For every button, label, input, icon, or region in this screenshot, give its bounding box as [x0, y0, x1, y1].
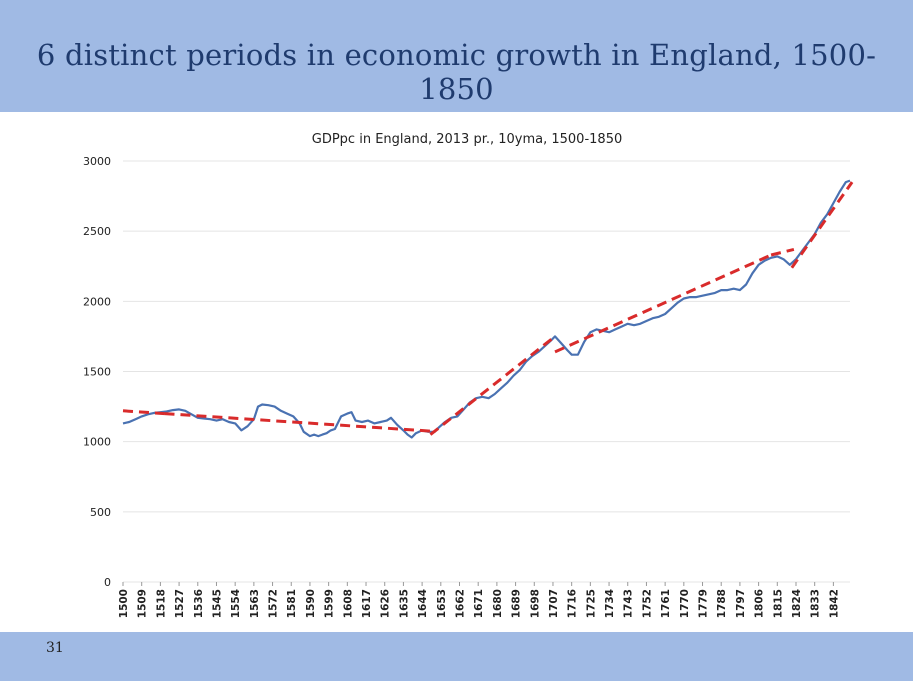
x-tick-label: 1527	[174, 589, 186, 618]
x-tick-label: 1581	[286, 589, 298, 618]
trend-segment-line	[790, 181, 854, 269]
y-tick-label: 3000	[83, 155, 111, 168]
x-tick-label: 1635	[398, 589, 410, 618]
gdp-line-chart: GDPpc in England, 2013 pr., 10yma, 1500-…	[83, 132, 854, 618]
x-tick-label: 1599	[324, 589, 336, 618]
footer-band	[0, 632, 913, 681]
x-tick-label: 1770	[679, 589, 691, 618]
x-tick-label: 1824	[791, 589, 803, 618]
chart-title: GDPpc in England, 2013 pr., 10yma, 1500-…	[312, 132, 622, 147]
x-tick-label: 1806	[754, 589, 766, 618]
chart-frame: GDPpc in England, 2013 pr., 10yma, 1500-…	[75, 114, 860, 632]
x-tick-label: 1590	[305, 589, 317, 618]
x-tick-label: 1689	[511, 589, 523, 618]
trend-segment-line	[554, 253, 772, 354]
x-tick-label: 1644	[417, 589, 429, 618]
trend-layer	[122, 181, 854, 436]
x-tick-label: 1545	[211, 589, 223, 618]
y-axis-ticks: 0 500 1000 1500 2000 2500 3000	[83, 155, 111, 589]
series-layer	[122, 179, 851, 439]
x-tick-label: 1797	[735, 589, 747, 618]
y-tick-label: 0	[104, 576, 111, 589]
trend-segment-line	[770, 247, 795, 257]
y-tick-label: 2000	[83, 295, 111, 308]
x-tick-label: 1608	[342, 589, 354, 618]
slide-title: 6 distinct periods in economic growth in…	[36, 38, 877, 106]
trend-segment-line	[122, 409, 165, 416]
slide-number: 31	[46, 640, 64, 656]
x-axis-ticks: 1500 1509 1518 1527 1536 1545 1554 1563 1572 1581…	[118, 582, 840, 618]
x-tick-label: 1743	[623, 589, 635, 618]
x-tick-label: 1626	[380, 589, 392, 618]
grid-layer	[123, 160, 850, 583]
y-tick-label: 2500	[83, 225, 111, 238]
trend-segment-line	[164, 412, 431, 433]
x-tick-label: 1698	[529, 589, 541, 618]
x-tick-label: 1842	[828, 589, 840, 618]
x-tick-label: 1518	[155, 589, 167, 618]
x-tick-label: 1716	[567, 589, 579, 618]
x-tick-label: 1662	[454, 589, 466, 618]
x-tick-label: 1680	[492, 589, 504, 618]
trend-segment-line	[429, 335, 556, 436]
x-tick-label: 1509	[137, 589, 149, 618]
y-tick-label: 500	[90, 506, 111, 519]
x-tick-label: 1536	[193, 589, 205, 618]
x-tick-label: 1788	[716, 589, 728, 618]
x-tick-label: 1734	[604, 589, 616, 618]
x-tick-label: 1815	[772, 589, 784, 618]
y-tick-label: 1500	[83, 366, 111, 379]
x-tick-label: 1779	[698, 589, 710, 618]
x-tick-label: 1833	[810, 589, 822, 618]
x-tick-label: 1617	[361, 589, 373, 618]
x-tick-label: 1500	[118, 589, 130, 618]
x-tick-label: 1725	[585, 589, 597, 618]
x-tick-label: 1671	[473, 589, 485, 618]
x-tick-label: 1572	[268, 589, 280, 618]
header-band	[0, 0, 913, 112]
gdp-series-line	[122, 179, 851, 439]
x-tick-label: 1554	[230, 589, 242, 618]
x-tick-label: 1752	[641, 589, 653, 618]
x-tick-label: 1707	[548, 589, 560, 618]
x-tick-label: 1653	[436, 589, 448, 618]
y-tick-label: 1000	[83, 436, 111, 449]
x-tick-label: 1761	[660, 589, 672, 618]
x-tick-label: 1563	[249, 589, 261, 618]
